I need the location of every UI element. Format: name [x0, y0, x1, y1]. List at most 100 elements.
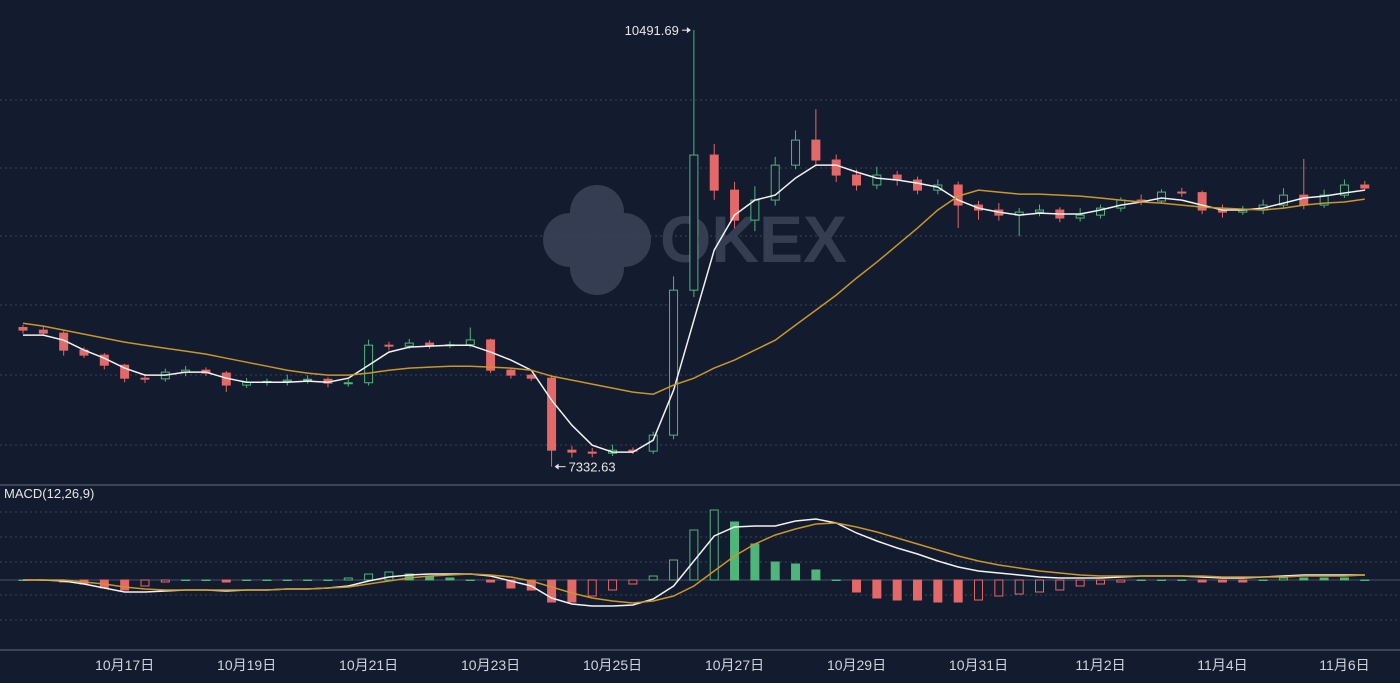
logo-circle: [543, 213, 597, 267]
macd-bar: [140, 579, 150, 587]
macd-bar: [120, 579, 130, 591]
candle-body: [506, 369, 516, 376]
macd-bar: [1197, 579, 1207, 583]
macd-bar: [1156, 579, 1166, 581]
macd-bar: [608, 579, 618, 591]
candle-body: [1075, 214, 1085, 219]
macd-bar: [648, 575, 658, 581]
macd-bar: [1136, 579, 1146, 581]
candle-body: [486, 339, 496, 371]
macd-bar: [201, 579, 211, 581]
macd-bar: [1035, 579, 1044, 593]
annotation-arrowhead: [554, 463, 559, 470]
candle-body: [1095, 207, 1105, 216]
x-tick-label: 10月31日: [949, 657, 1008, 673]
candle-body: [669, 289, 679, 436]
macd-bar: [506, 579, 516, 589]
macd-bar: [1014, 579, 1024, 595]
candle-body: [547, 377, 557, 451]
macd-bar: [709, 509, 719, 581]
candle-body: [648, 434, 658, 452]
macd-bar: [303, 579, 313, 581]
macd-bar: [1217, 579, 1227, 583]
grid: [0, 99, 1400, 651]
macd-bar: [1299, 577, 1309, 581]
x-tick-label: 11月2日: [1075, 657, 1125, 673]
macd-bar: [1278, 577, 1288, 581]
macd-bar: [770, 561, 780, 581]
low-annotation: 7332.63: [569, 460, 616, 475]
candle-body: [384, 344, 394, 347]
macd-bar: [160, 579, 170, 583]
candle-body: [709, 154, 719, 191]
macd-bar: [1177, 579, 1187, 581]
candle-body: [831, 159, 841, 176]
candle-body: [404, 342, 414, 347]
macd-bar: [689, 529, 699, 581]
x-tick-label: 10月29日: [827, 657, 886, 673]
candle-body: [628, 449, 638, 452]
candle-body: [730, 189, 740, 221]
candle-body: [1197, 192, 1207, 211]
candle-body: [1177, 191, 1187, 194]
candle-body: [1035, 209, 1044, 213]
candle-body: [303, 378, 313, 381]
macd-bar: [262, 579, 272, 581]
indicator-line: [22, 189, 1365, 395]
candle-body: [38, 329, 48, 334]
macd-bar: [1319, 577, 1329, 581]
candle-body: [18, 326, 28, 331]
macd-bar: [933, 579, 943, 603]
candle-body: [364, 344, 374, 384]
macd-bar: [811, 569, 821, 581]
candle-body: [1156, 191, 1166, 202]
macd-bar: [445, 577, 455, 581]
macd-bar: [1075, 579, 1085, 587]
x-tick-label: 10月21日: [339, 657, 398, 673]
candle-body: [120, 364, 130, 379]
macd-bar: [872, 579, 882, 599]
candle-body: [140, 377, 150, 380]
macd-bar: [913, 579, 923, 601]
x-tick-label: 10月25日: [583, 657, 642, 673]
candle-body: [791, 139, 801, 166]
macd-bar: [750, 543, 760, 581]
macd-bar: [831, 579, 841, 581]
macd-bar: [181, 579, 191, 581]
candle-body: [1319, 194, 1329, 206]
macd-bar: [587, 579, 597, 597]
macd-bar: [669, 559, 679, 581]
macd-bar: [323, 579, 333, 581]
candle-body: [567, 449, 577, 453]
macd-bar: [364, 573, 374, 581]
candle-body: [587, 451, 597, 454]
macd-bar: [282, 579, 292, 581]
macd-bar: [1339, 577, 1349, 581]
candle-body: [811, 139, 821, 161]
candle-body: [913, 179, 923, 191]
macd-title: MACD(12,26,9): [4, 486, 94, 501]
candle-body: [1278, 194, 1288, 206]
macd-bar: [974, 579, 984, 601]
x-tick-label: 10月19日: [217, 657, 276, 673]
candle-body: [425, 342, 435, 346]
x-tick-label: 10月23日: [461, 657, 520, 673]
candle-body: [770, 164, 780, 201]
candle-body: [526, 374, 536, 379]
macd-bar: [892, 579, 902, 601]
macd-bar: [486, 579, 496, 583]
logo-circle: [597, 213, 651, 267]
candle-body: [1339, 184, 1349, 196]
macd-bar: [547, 579, 557, 603]
candle-body: [872, 174, 882, 186]
macd-bar: [221, 579, 231, 583]
x-tick-label: 11月4日: [1197, 657, 1247, 673]
macd-bar: [465, 579, 475, 581]
macd-bar: [242, 579, 252, 581]
macd-bar: [852, 579, 862, 593]
macd-bar: [1095, 579, 1105, 585]
macd-bar: [994, 579, 1004, 597]
